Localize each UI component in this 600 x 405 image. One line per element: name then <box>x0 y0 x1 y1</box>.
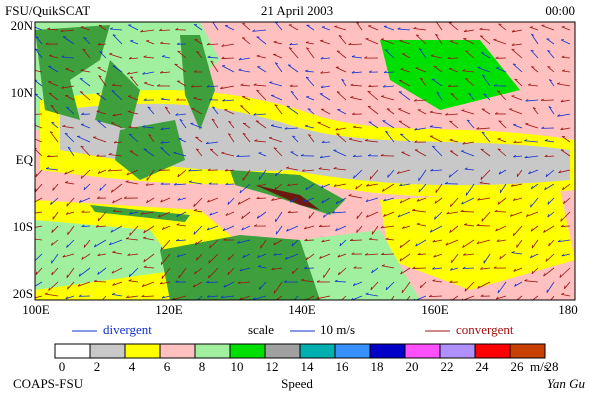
colorbar-swatch <box>370 344 405 358</box>
wind-arrow <box>237 156 250 157</box>
colorbar-tick-label: 22 <box>441 359 454 374</box>
time-title: 00:00 <box>545 3 575 18</box>
colorbar-tick-label: 6 <box>164 359 171 374</box>
source-title: FSU/QuikSCAT <box>5 3 90 18</box>
colorbar-tick-label: 18 <box>371 359 384 374</box>
wind-arrow-head <box>531 67 534 68</box>
wind-arrow-head <box>400 134 403 135</box>
colorbar-tick-label: 26 <box>511 359 525 374</box>
wind-arrow-head <box>28 68 31 69</box>
lat-label: 10N <box>11 85 34 100</box>
colorbar-swatch <box>55 344 90 358</box>
colorbar-tick-label: 10 <box>231 359 244 374</box>
colorbar-swatch <box>335 344 370 358</box>
lon-label: 160E <box>421 302 449 317</box>
map-field <box>28 19 575 307</box>
colorbar-tick-label: 16 <box>336 359 350 374</box>
lon-label: 180 <box>558 302 578 317</box>
wind-arrow <box>448 58 458 59</box>
wind-arrow-head <box>434 19 437 20</box>
wind-arrow-head <box>29 237 32 238</box>
lon-labels: 100E 120E 140E 160E 180 <box>22 302 577 317</box>
wind-arrow-head <box>161 262 162 265</box>
colorbar-swatch <box>125 344 160 358</box>
colorbar-tick-label: 12 <box>266 359 279 374</box>
colorbar-swatch <box>195 344 230 358</box>
wind-arrow-head <box>320 40 323 41</box>
colorbar-swatch <box>405 344 440 358</box>
colorbar-swatch <box>230 344 265 358</box>
wind-arrow-head <box>337 51 340 52</box>
wind-arrow-head <box>99 301 100 304</box>
colorbar-tick-label: 20 <box>406 359 419 374</box>
wind-arrow-head <box>32 113 35 115</box>
wind-arrow-head <box>28 212 30 214</box>
wind-arrow-head <box>525 123 528 124</box>
colorbar-swatch <box>440 344 475 358</box>
colorbar-tick-label: 8 <box>199 359 206 374</box>
colorbar-unit: m/s <box>530 359 549 374</box>
colorbar-swatch <box>510 344 545 358</box>
wind-arrow <box>477 225 490 226</box>
colorbar-swatch <box>265 344 300 358</box>
colorbar-tick-label: 4 <box>129 359 136 374</box>
scale-value: 10 m/s <box>320 322 355 337</box>
colorbar-swatch <box>475 344 510 358</box>
wind-arrow-head <box>53 188 54 191</box>
colorbar-tick-label: 0 <box>59 359 66 374</box>
wind-arrow-head <box>511 302 512 305</box>
org-label: COAPS-FSU <box>13 376 84 391</box>
colorbar-title: Speed <box>281 376 313 391</box>
wind-arrow-head <box>357 230 358 233</box>
wind-arrow-head <box>450 121 453 122</box>
colorbar-swatch <box>300 344 335 358</box>
wind-arrow <box>541 100 554 101</box>
colorbar-tick-label: 14 <box>301 359 315 374</box>
lon-label: 140E <box>288 302 316 317</box>
lat-labels: 20N 10N EQ 10S 20S <box>11 18 34 301</box>
wind-arrow <box>381 254 394 255</box>
divergent-label: divergent <box>103 322 152 337</box>
lat-label: 10S <box>13 219 33 234</box>
wind-arrow-head <box>450 41 453 42</box>
wind-arrow-head <box>33 260 34 263</box>
wind-arrow-head <box>242 38 245 39</box>
wind-arrow-head <box>178 51 181 52</box>
wind-arrow <box>413 268 426 269</box>
wind-arrow-head <box>531 204 532 207</box>
wind-arrow <box>32 114 42 115</box>
lon-label: 100E <box>22 302 50 317</box>
colorbar-tick-label: 24 <box>476 359 490 374</box>
convergent-label: convergent <box>456 322 514 337</box>
wind-arrow-head <box>499 24 502 25</box>
colorbar-swatch <box>160 344 195 358</box>
lat-label: 20S <box>13 286 33 301</box>
lat-label: EQ <box>16 152 34 167</box>
scale-label: scale <box>248 322 274 337</box>
author-label: Yan Gu <box>547 376 586 391</box>
wind-arrow-head <box>530 27 533 28</box>
colorbar-swatch <box>90 344 125 358</box>
colorbar-tick-label: 2 <box>94 359 101 374</box>
wind-arrow-head <box>269 137 272 138</box>
wind-arrow-head <box>465 51 468 52</box>
wind-arrow-head <box>31 201 33 204</box>
lat-label: 20N <box>11 18 34 33</box>
lon-label: 120E <box>155 302 183 317</box>
date-title: 21 April 2003 <box>261 3 333 18</box>
